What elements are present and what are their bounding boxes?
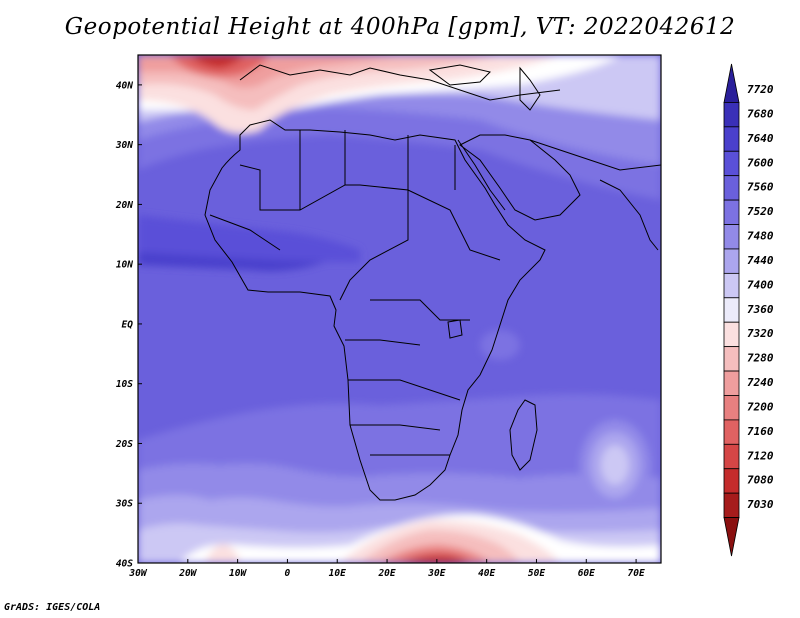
latitude-axis: 40N 30N 20N 10N EQ 10S 20S 30S 40S [115,80,142,570]
colorbar-segment [723,395,740,421]
colorbar-label: 7480 [747,230,774,243]
colorbar-label: 7680 [747,107,774,120]
lat-label: EQ [122,319,134,330]
lat-label: 10S [116,379,133,390]
colorbar-segment [723,370,740,396]
lat-label: 40S [116,559,133,570]
colorbar-label: 7320 [747,327,774,340]
lon-label: 50E [528,568,545,579]
lon-label: 60E [578,568,595,579]
colorbar-label: 7120 [747,449,774,462]
colorbar-segment [723,321,740,348]
colorbar-segment [723,126,740,152]
colorbar-segment [723,102,740,128]
credit-text: GrADS: IGES/COLA [4,602,101,613]
colorbar-segment [723,346,740,372]
colorbar-top-triangle [723,63,740,103]
lat-label: 20N [115,200,133,211]
colorbar-label: 7520 [747,205,774,218]
lon-label: 20E [377,568,395,579]
lat-label: 30N [115,140,133,151]
colorbar-label: 7280 [747,352,774,365]
colorbar-segment [723,224,740,250]
colorbar-bottom-triangle [723,517,740,557]
lon-label: 10W [229,568,247,579]
lon-label: 10E [329,568,346,579]
colorbar-segment [723,492,740,518]
colorbar-segment [723,199,740,225]
colorbar-label: 7720 [747,83,774,96]
colorbar-segment [723,150,740,177]
lon-label: 70E [628,568,645,579]
colorbar-label: 7560 [747,181,774,194]
colorbar-label: 7080 [747,474,774,487]
colorbar-label: 7240 [747,376,774,389]
map-title: Geopotential Height at 400hPa [gpm], VT:… [64,14,736,40]
colorbar-segment [723,175,740,201]
height-field [138,55,661,563]
colorbar-label: 7160 [747,425,774,438]
colorbar-segment [723,468,740,494]
colorbar-segment [723,297,740,323]
colorbar-label: 7200 [747,400,774,413]
colorbar-label: 7030 [747,498,774,511]
lat-label: 20S [115,439,133,450]
colorbar-segment [723,272,740,299]
colorbar-label: 7640 [747,132,774,145]
coastlines [204,64,661,501]
colorbar: 7720 7680 7640 7600 7560 7520 7480 7440 7400 7360… [723,63,774,557]
colorbar-label: 7440 [747,254,774,267]
lon-label: 30W [128,568,147,579]
colorbar-segment [723,419,740,445]
colorbar-label: 7360 [747,303,774,316]
plot-frame [137,54,662,564]
lon-label: 30E [427,568,445,579]
lon-label: 40E [478,568,495,579]
colorbar-label: 7400 [747,278,774,291]
lat-label: 40N [116,80,133,91]
lat-label: 10N [116,260,133,271]
colorbar-label: 7600 [747,156,774,169]
colorbar-segment [723,443,740,470]
longitude-axis: 30W 20W 10W 0 10E 20E 30E 40E 50E 60E 70E [128,559,645,579]
lat-label: 30S [115,499,133,510]
colorbar-segment [723,248,740,274]
lon-label: 20W [178,568,197,579]
lon-label: 0 [285,568,291,579]
